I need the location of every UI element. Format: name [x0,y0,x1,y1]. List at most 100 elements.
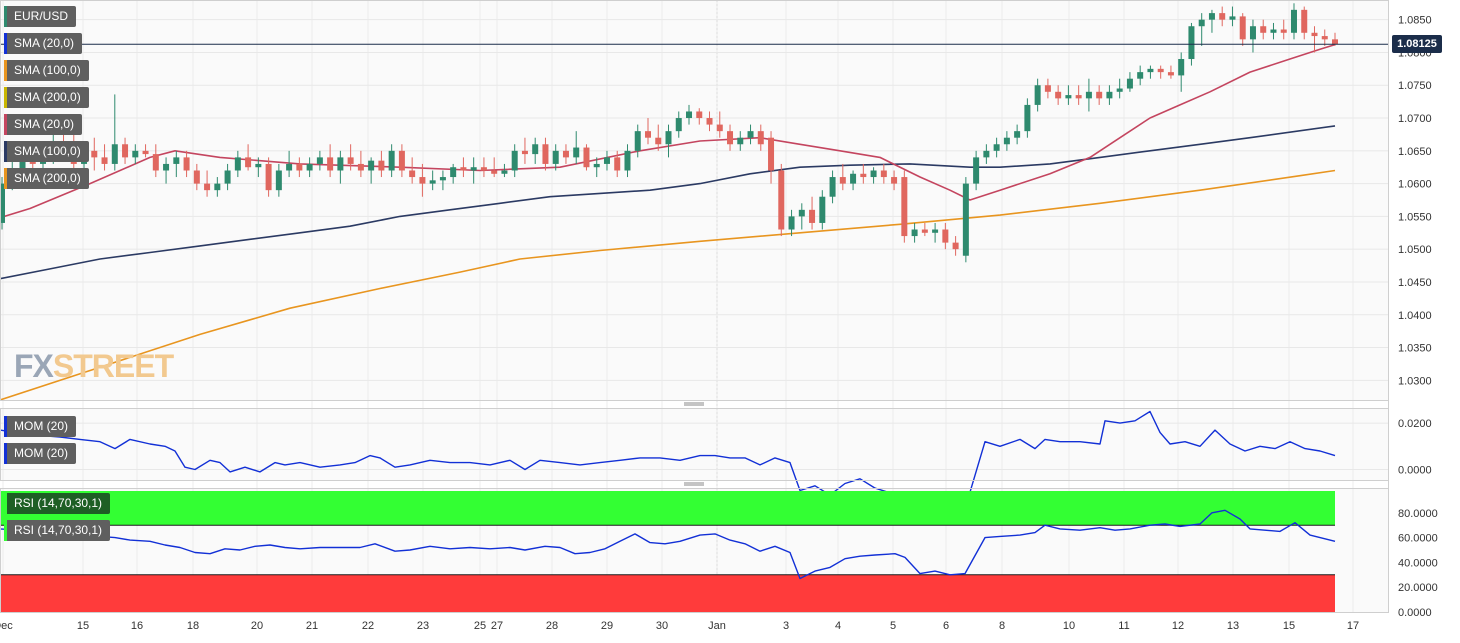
candle-body [132,150,139,158]
candle-body [829,177,836,197]
candle-body [19,157,26,171]
candle-body [1229,16,1236,20]
sma20-label[interactable]: SMA (20,0) [4,33,83,54]
sma20-swatch [4,33,7,54]
candle-body [942,229,949,243]
candle-body [1178,59,1185,76]
candle-body [901,177,908,237]
candle-body [573,147,580,158]
candle-body [1290,9,1297,33]
candle-body [1260,26,1267,33]
candle-body [1301,9,1308,33]
symbol-label[interactable]: EUR/USD [4,6,77,27]
x-tick-label: 29 [601,620,613,632]
candle-body [1116,88,1123,92]
candle-body [932,229,939,233]
sma20-label-2[interactable]: SMA (20,0) [4,114,83,135]
candle-body [973,157,980,184]
candle-body [624,150,631,171]
candle-body [306,163,313,171]
candle-body [757,131,764,145]
x-tick-label: 25 [474,620,486,632]
sma200-label-2[interactable]: SMA (200,0) [4,168,89,189]
candle-body [952,242,959,250]
candle-body [111,144,118,164]
candle-body [552,150,559,164]
fxstreet-logo: FXSTREET [14,348,174,384]
x-tick-label: 30 [656,620,668,632]
candle-body [234,157,241,171]
sma100-swatch [4,60,7,81]
sma100-label[interactable]: SMA (100,0) [4,60,89,81]
candle-body [819,196,826,223]
x-tick-label: 5 [890,620,896,632]
x-tick-label: 23 [417,620,429,632]
rsi-label-2[interactable]: RSI (14,70,30,1) [4,520,111,541]
candle-body [1332,39,1338,45]
sma20-swatch-2 [4,114,7,135]
candle-body [686,111,693,119]
rsi-line [0,509,1336,580]
candle-body [983,150,990,158]
sma100-label-2[interactable]: SMA (100,0) [4,141,89,162]
candle-body [870,170,877,178]
y-tick-label: 1.0350 [1398,343,1432,355]
x-tick-label: 6 [943,620,949,632]
candle-body [460,167,467,171]
y-tick-label: 1.0850 [1398,15,1432,27]
candle-body [163,163,170,171]
x-tick-label: 3 [783,620,789,632]
mom-swatch [4,416,7,437]
candle-body [562,150,569,158]
sma-layer [0,43,1336,401]
x-tick-label: 28 [546,620,558,632]
y-tick-label: 1.0300 [1398,375,1432,387]
sma20-line [0,43,1336,219]
x-tick-label: 21 [306,620,318,632]
candle-body [1014,131,1021,138]
x-tick-label: 11 [1118,620,1129,632]
candle-body [347,157,354,164]
candle-body [634,131,641,151]
candle-body [850,173,857,184]
candle-body [962,183,969,256]
axes-layer: Dec 15 16 18 20 21 22 23 25 27 28 29 30 Jan 3 4 5 6 8 10 11 1… [0,0,1438,632]
candle-body [101,157,108,164]
mom-label-2[interactable]: MOM (20) [4,443,76,464]
rsi-swatch-2 [4,520,7,541]
candle-body [398,150,405,171]
candle-body [521,150,528,155]
mom-swatch-2 [4,443,7,464]
rsi-overbought-zone [0,491,1335,526]
main-pane-bg [0,0,1388,400]
rsi-label[interactable]: RSI (14,70,30,1) [4,493,111,514]
y-tick-label: 1.0700 [1398,113,1432,125]
sma200-label[interactable]: SMA (200,0) [4,87,89,108]
candle-body [357,163,364,171]
y-tick-label: 1.0550 [1398,211,1432,223]
candle-body [675,118,682,132]
rsi-tick-label: 0.0000 [1398,607,1432,619]
candle-body [1137,72,1144,79]
mom-tick-label: 0.0000 [1398,465,1432,477]
candle-body [603,157,610,164]
candle-body [1024,104,1031,132]
candle-body [644,131,651,138]
x-tick-label: 20 [251,620,263,632]
x-tick-label: 17 [1347,620,1359,632]
candle-body [747,131,754,138]
candle-body [1147,68,1154,73]
candle-body [593,163,600,168]
candle-body [768,137,775,171]
candles-layer [0,3,1388,263]
mom-label[interactable]: MOM (20) [4,416,76,437]
candle-body [245,157,252,168]
candle-body [1044,85,1051,92]
rsi-tick-label: 80.0000 [1398,508,1438,520]
candle-body [1167,72,1174,76]
candle-body [891,177,898,184]
candle-body [1034,85,1041,105]
x-tick-label: 10 [1063,620,1075,632]
candle-body [1055,91,1062,99]
